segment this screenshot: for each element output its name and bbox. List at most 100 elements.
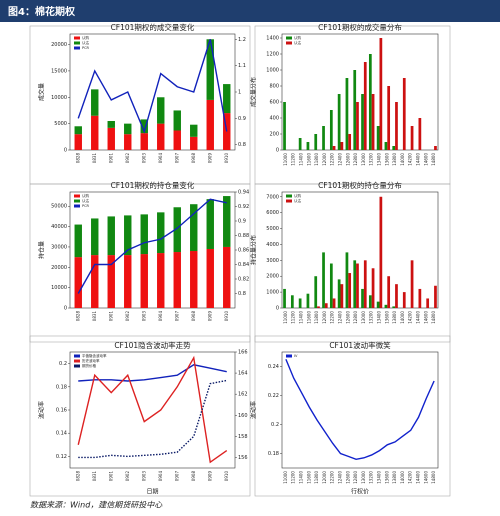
x-tick-label: 13200 (369, 471, 374, 484)
y-tick-label: 30000 (51, 244, 67, 250)
y-tick-label: 5000 (54, 121, 67, 127)
legend-label: 期货价格 (82, 363, 96, 368)
bar (340, 142, 344, 150)
bar (223, 246, 231, 308)
x-tick-label: 13800 (392, 153, 397, 166)
panel-frame (29, 335, 251, 497)
bar (353, 260, 357, 308)
plot-frame (281, 351, 439, 469)
bar (392, 306, 396, 308)
panel-frame (254, 183, 451, 343)
x-tick-label: 0904 (158, 471, 163, 482)
bar (368, 295, 372, 308)
x-tick-label: 0908 (191, 153, 196, 164)
x-tick-label: 0901 (108, 471, 113, 482)
bar (124, 134, 132, 150)
bar (91, 218, 99, 256)
bar (379, 196, 383, 308)
y-tick-label: 2000 (266, 274, 279, 280)
x-tick-label: 11800 (314, 153, 319, 166)
x-tick-label: 13600 (384, 153, 389, 166)
x-tick-label: 11800 (314, 311, 319, 324)
x-tick-label: 13600 (384, 471, 389, 484)
y-axis-label: 持仓量 (38, 241, 46, 259)
legend-label: 认沽 (294, 198, 302, 203)
x-tick-label: 11000 (283, 311, 288, 324)
x-tick-label: 11600 (306, 153, 311, 166)
bar (410, 260, 414, 308)
bar (376, 301, 380, 308)
x-tick-label: 14400 (416, 153, 421, 166)
bar (345, 78, 349, 150)
bar (322, 126, 325, 150)
line (77, 39, 228, 134)
x-tick-label: 0909 (207, 311, 212, 322)
bar (74, 126, 82, 135)
bar (361, 288, 364, 308)
y-tick-label: 0 (276, 306, 279, 312)
x-tick-label: 0902 (125, 471, 130, 482)
legend-swatch (74, 36, 80, 40)
x-tick-label: 12600 (345, 471, 350, 484)
panel-frame (29, 25, 251, 185)
y-tick-label: 5000 (266, 226, 279, 232)
x-tick-label: 11000 (283, 471, 288, 484)
x-tick-label: 0909 (207, 471, 212, 482)
y2-tick-label: 0.82 (238, 277, 249, 283)
x-tick-label: 0831 (92, 153, 97, 164)
chart-title: CF101期权的持仓量变化 (111, 180, 195, 190)
x-tick-label: 12600 (345, 153, 350, 166)
x-tick-label: 14000 (400, 311, 405, 324)
legend-swatch (74, 354, 80, 358)
bar (173, 252, 181, 308)
bar (348, 273, 352, 308)
y2-tick-label: 162 (238, 392, 248, 398)
x-tick-label: 13800 (392, 471, 397, 484)
bar (140, 133, 148, 150)
y2-tick-label: 0.92 (238, 204, 249, 210)
y2-tick-label: 1.2 (238, 37, 246, 43)
x-tick-label: 12400 (338, 311, 343, 324)
x-tick-label: 11200 (291, 311, 296, 324)
x-tick-label: 14600 (423, 471, 428, 484)
chart-title: CF101期权的成交量变化 (111, 22, 195, 32)
y-tick-label: 4000 (266, 242, 279, 248)
legend-label: 认沽 (82, 40, 89, 45)
legend-swatch (286, 354, 292, 358)
bar (337, 279, 341, 308)
y-axis-label: 成交量 (38, 83, 46, 101)
bar (395, 284, 398, 308)
legend-label: PCR (82, 204, 90, 208)
bar (426, 298, 430, 308)
panel-frame (254, 335, 451, 497)
legend-label: 认购 (294, 193, 302, 198)
y-tick-label: 1000 (266, 290, 279, 296)
bar (298, 138, 302, 150)
chart-title: CF101波动率微笑 (329, 340, 391, 350)
legend-swatch (74, 46, 80, 50)
legend-swatch (286, 36, 292, 40)
bar (329, 263, 333, 308)
bar (314, 276, 318, 308)
y2-tick-label: 0.86 (238, 248, 249, 254)
bar (418, 118, 422, 150)
y-tick-label: 0.22 (268, 393, 279, 399)
y-tick-label: 10000 (51, 95, 67, 101)
y-tick-label: 15000 (51, 68, 67, 74)
bar (356, 102, 359, 150)
x-tick-label: 0908 (191, 471, 196, 482)
bar (332, 298, 336, 308)
legend-label: 认购 (294, 35, 302, 40)
x-tick-label: 0904 (158, 311, 163, 322)
x-tick-label: 0910 (224, 311, 229, 322)
y-tick-label: 0.14 (56, 431, 67, 437)
legend-swatch (74, 199, 80, 203)
bar (434, 285, 437, 308)
y-tick-label: 800 (269, 84, 279, 90)
bar (223, 196, 231, 247)
y-axis-label: 持仓量分布 (250, 235, 258, 265)
y-tick-label: 0.16 (56, 408, 67, 414)
bar (107, 216, 115, 256)
y-tick-label: 0.18 (56, 384, 67, 390)
header-title: 图4：棉花期权 (8, 5, 76, 18)
